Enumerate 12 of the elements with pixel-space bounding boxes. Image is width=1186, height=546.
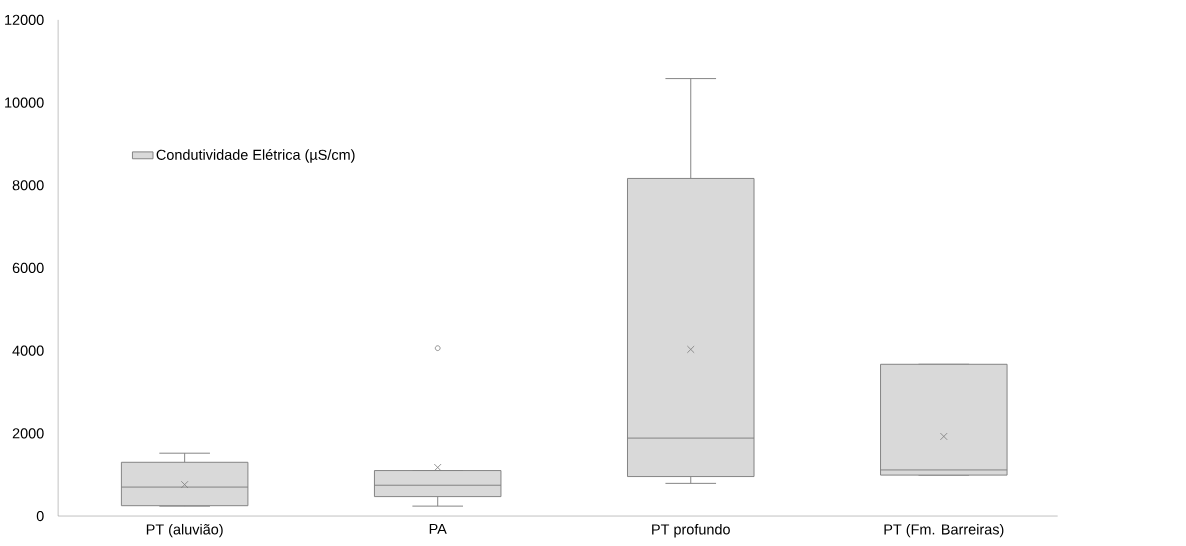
x-tick-label: PT (aluvião) [146,523,223,538]
y-tick-label: 12000 [5,14,44,26]
y-tick-label: 8000 [12,180,44,191]
legend-label: Condutividade Elétrica (µS/cm) [156,149,355,163]
y-tick-label: 2000 [12,428,44,439]
y-tick-label: 10000 [5,97,44,108]
y-tick-label: 4000 [12,345,44,356]
x-tick-label: PT (Fm. Barreiras) [884,523,1004,538]
x-tick-label: PA [429,523,447,534]
y-tick-label: 6000 [12,262,44,274]
x-tick-label: PT profundo [652,523,730,538]
y-tick-label: 0 [36,510,44,522]
